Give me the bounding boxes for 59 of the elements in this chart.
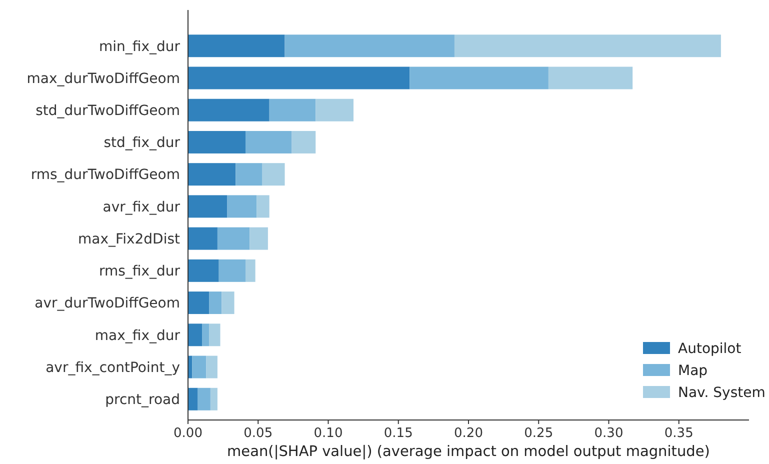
legend-label: Autopilot xyxy=(678,340,742,357)
bar xyxy=(269,98,316,122)
x-tick-label: 0.00 xyxy=(174,426,202,441)
bar xyxy=(222,292,234,314)
bar xyxy=(284,34,454,58)
bar xyxy=(192,356,206,378)
bar xyxy=(188,388,198,410)
bar xyxy=(188,292,210,314)
bar xyxy=(410,66,548,90)
bar xyxy=(209,292,222,314)
y-tick-label: max_Fix2dDist xyxy=(78,231,180,248)
y-tick-label: prcnt_road xyxy=(105,392,180,408)
bar xyxy=(454,34,721,58)
x-axis-title: mean(|SHAP value|) (average impact on model output magnitude) xyxy=(227,444,710,460)
y-tick-label: avr_fix_contPoint_y xyxy=(46,360,180,376)
bar xyxy=(262,163,285,186)
bar xyxy=(188,324,202,346)
legend-label: Nav. System xyxy=(678,384,766,401)
y-tick-label: avr_fix_dur xyxy=(102,199,180,216)
y-tick-label: max_durTwoDiffGeom xyxy=(26,70,180,87)
bar xyxy=(188,227,218,250)
bar xyxy=(218,259,246,282)
bar xyxy=(292,130,316,154)
x-tick-label: 0.05 xyxy=(244,426,273,441)
x-tick-label: 0.10 xyxy=(314,426,343,441)
bar xyxy=(246,259,256,282)
bar xyxy=(188,130,246,154)
bar xyxy=(210,388,218,410)
y-tick-label: avr_durTwoDiffGeom xyxy=(34,296,180,312)
y-tick-label: std_fix_dur xyxy=(104,135,180,152)
bar xyxy=(198,388,210,410)
bar xyxy=(227,195,257,218)
y-tick-label: std_durTwoDiffGeom xyxy=(36,103,180,119)
bar xyxy=(206,356,218,378)
bar xyxy=(256,195,270,218)
y-tick-label: rms_durTwoDiffGeom xyxy=(30,167,180,184)
bar xyxy=(246,130,292,154)
bar xyxy=(236,163,262,186)
x-tick-label: 0.35 xyxy=(664,426,694,441)
y-tick-label: min_fix_dur xyxy=(98,38,180,55)
bar xyxy=(250,227,268,250)
bar xyxy=(188,259,219,282)
x-tick-label: 0.25 xyxy=(524,426,554,441)
y-tick-label: max_fix_dur xyxy=(94,328,180,344)
bar xyxy=(209,324,220,346)
legend-label: Map xyxy=(678,362,708,379)
bar xyxy=(188,34,285,58)
bar xyxy=(188,98,270,122)
bar xyxy=(548,66,633,90)
x-tick-label: 0.20 xyxy=(454,426,483,441)
bar xyxy=(188,195,228,218)
bar xyxy=(188,163,236,186)
bar xyxy=(188,66,410,90)
bar xyxy=(202,324,210,346)
bar xyxy=(217,227,250,250)
bar xyxy=(316,98,354,122)
y-tick-label: rms_fix_dur xyxy=(98,264,180,280)
x-tick-label: 0.15 xyxy=(384,426,413,441)
x-tick-label: 0.30 xyxy=(594,426,624,441)
